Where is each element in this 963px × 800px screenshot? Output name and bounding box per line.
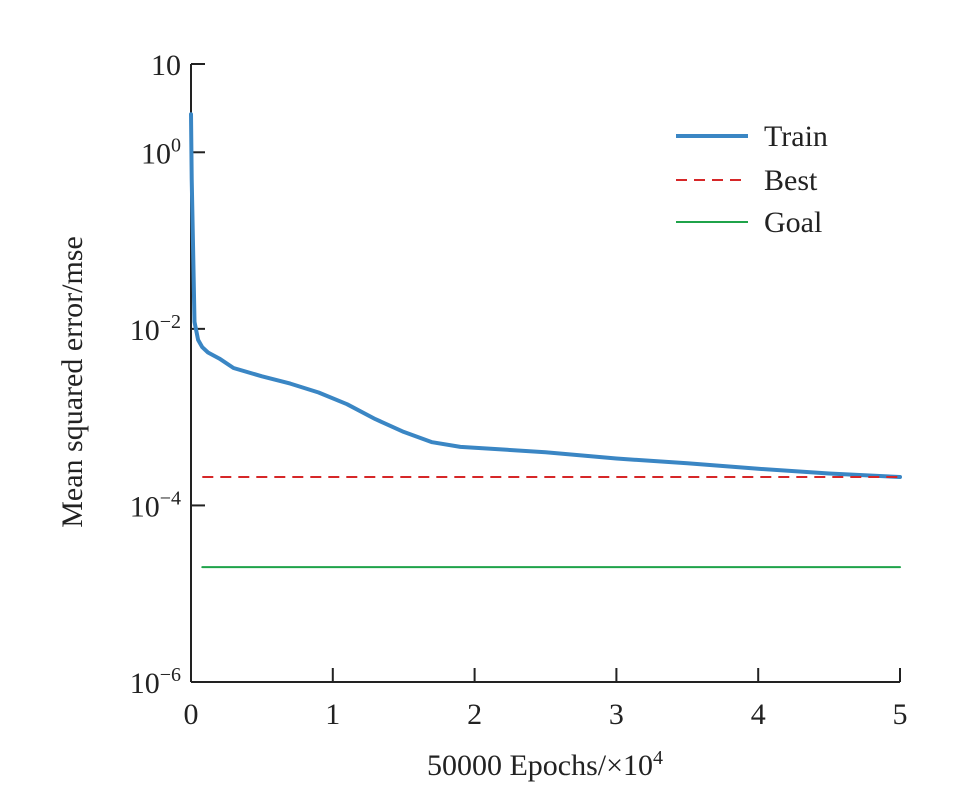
legend-label-train: Train: [764, 120, 828, 153]
series-line-train: [189, 112, 902, 479]
x-tick-label: 4: [751, 698, 766, 731]
legend-label-goal: Goal: [764, 206, 822, 239]
x-tick-label: 0: [184, 698, 199, 731]
y-axis-label: Mean squared error/mse: [56, 236, 89, 528]
y-tick-label: 10−2: [130, 311, 181, 347]
legend: Train Best Goal: [676, 120, 828, 239]
y-tick-label: 100: [141, 134, 181, 170]
x-tick-label: 1: [325, 698, 340, 731]
y-tick-label: 10−6: [130, 664, 181, 700]
x-tick-label: 2: [467, 698, 482, 731]
plot-series: [189, 112, 902, 569]
y-tick-label: 10: [151, 49, 181, 82]
y-tick-label: 10−4: [130, 487, 181, 523]
x-axis-label: 50000 Epochs/×104: [427, 747, 663, 782]
y-ticks: 10 100 10−2 10−4 10−6: [130, 49, 205, 700]
x-tick-label: 3: [609, 698, 624, 731]
axes: [190, 64, 900, 683]
legend-label-best: Best: [764, 164, 818, 197]
x-ticks: 0 1 2 3 4 5: [184, 668, 908, 731]
x-tick-label: 5: [893, 698, 908, 731]
